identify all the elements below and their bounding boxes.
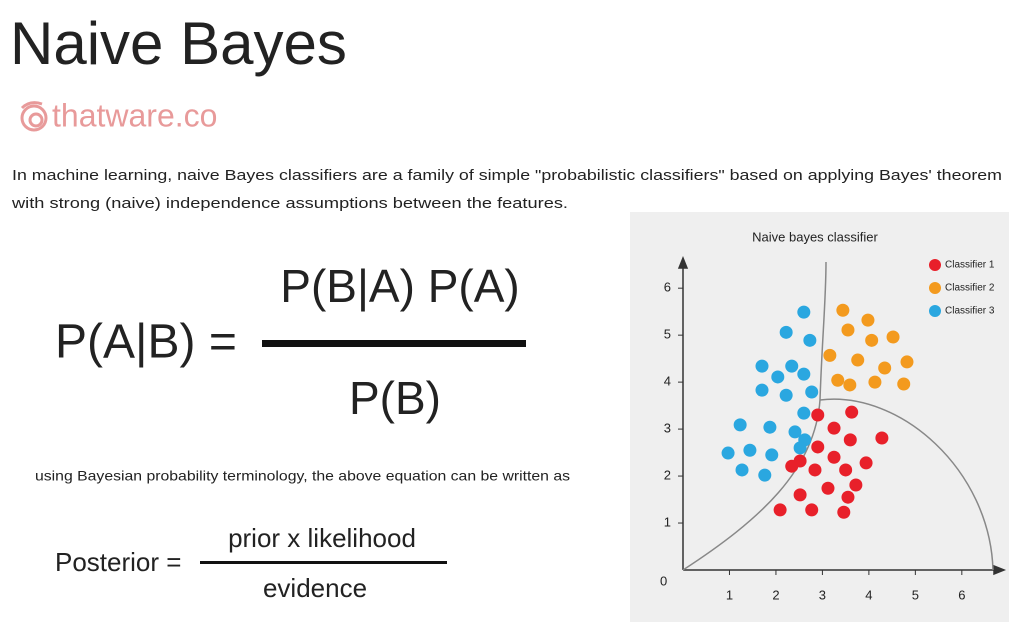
y-tick-label: 6	[664, 280, 671, 295]
point	[808, 463, 822, 477]
point	[878, 361, 892, 375]
point	[721, 446, 735, 460]
point	[831, 373, 845, 387]
point	[755, 383, 769, 397]
point	[851, 353, 865, 367]
point	[743, 443, 757, 457]
point	[843, 433, 857, 447]
x-tick-label: 6	[958, 587, 965, 602]
brand-icon	[20, 101, 48, 132]
point	[827, 450, 841, 464]
point	[779, 388, 793, 402]
note: using Bayesian probability terminology, …	[35, 468, 570, 484]
x-tick-label: 2	[772, 587, 779, 602]
x-tick-label: 4	[865, 587, 872, 602]
point	[841, 490, 855, 504]
point	[805, 385, 819, 399]
legend-swatch	[929, 282, 941, 294]
point	[735, 463, 749, 477]
point	[841, 323, 855, 337]
point	[886, 330, 900, 344]
intro-line: with strong (naive) independence assumpt…	[11, 195, 568, 212]
x-tick-label: 5	[912, 587, 919, 602]
chart-title: Naive bayes classifier	[752, 229, 878, 244]
posterior-numerator: prior x likelihood	[228, 523, 416, 553]
y-tick-label: 2	[664, 467, 671, 482]
point	[763, 420, 777, 434]
legend-label: Classifier 1	[945, 260, 995, 271]
point	[836, 303, 850, 317]
point	[785, 359, 799, 373]
y-tick-label: 4	[664, 374, 671, 389]
point	[843, 378, 857, 392]
point	[837, 505, 851, 519]
title: Naive Bayes	[10, 10, 347, 77]
legend-label: Classifier 3	[945, 306, 995, 317]
point	[845, 405, 859, 419]
point	[823, 348, 837, 362]
point	[755, 359, 769, 373]
y-tick-label: 5	[664, 327, 671, 342]
point	[805, 503, 819, 517]
point	[897, 377, 911, 391]
point	[839, 463, 853, 477]
legend-swatch	[929, 305, 941, 317]
legend-swatch	[929, 259, 941, 271]
point	[793, 441, 807, 455]
origin-label: 0	[660, 573, 667, 588]
point	[797, 367, 811, 381]
point	[771, 370, 785, 384]
point	[821, 481, 835, 495]
formula-numerator: P(B|A) P(A)	[280, 260, 519, 312]
point	[865, 333, 879, 347]
fraction-bar	[200, 561, 447, 564]
point	[811, 440, 825, 454]
point	[811, 408, 825, 422]
point	[827, 421, 841, 435]
point	[788, 425, 802, 439]
axes	[677, 255, 1007, 576]
point	[733, 418, 747, 432]
point	[797, 305, 811, 319]
y-tick-label: 1	[664, 514, 671, 529]
point	[868, 375, 882, 389]
posterior-left: Posterior =	[55, 547, 181, 577]
legend-label: Classifier 2	[945, 283, 995, 294]
point	[758, 468, 772, 482]
point	[793, 488, 807, 502]
point	[765, 448, 779, 462]
point	[773, 503, 787, 517]
point	[861, 313, 875, 327]
x-tick-label: 3	[819, 587, 826, 602]
point	[849, 478, 863, 492]
point	[875, 431, 889, 445]
x-tick-label: 1	[726, 587, 733, 602]
point	[803, 333, 817, 347]
posterior-denominator: evidence	[263, 573, 367, 603]
intro-line: In machine learning, naive Bayes classif…	[12, 167, 1002, 184]
point	[785, 459, 799, 473]
y-tick-label: 3	[664, 421, 671, 436]
point	[900, 355, 914, 369]
point	[859, 456, 873, 470]
brand: thatware.co	[52, 97, 217, 133]
point	[779, 325, 793, 339]
point	[797, 406, 811, 420]
formula-left: P(A|B) =	[55, 316, 237, 369]
formula-denominator: P(B)	[349, 372, 441, 424]
fraction-bar	[262, 340, 526, 347]
